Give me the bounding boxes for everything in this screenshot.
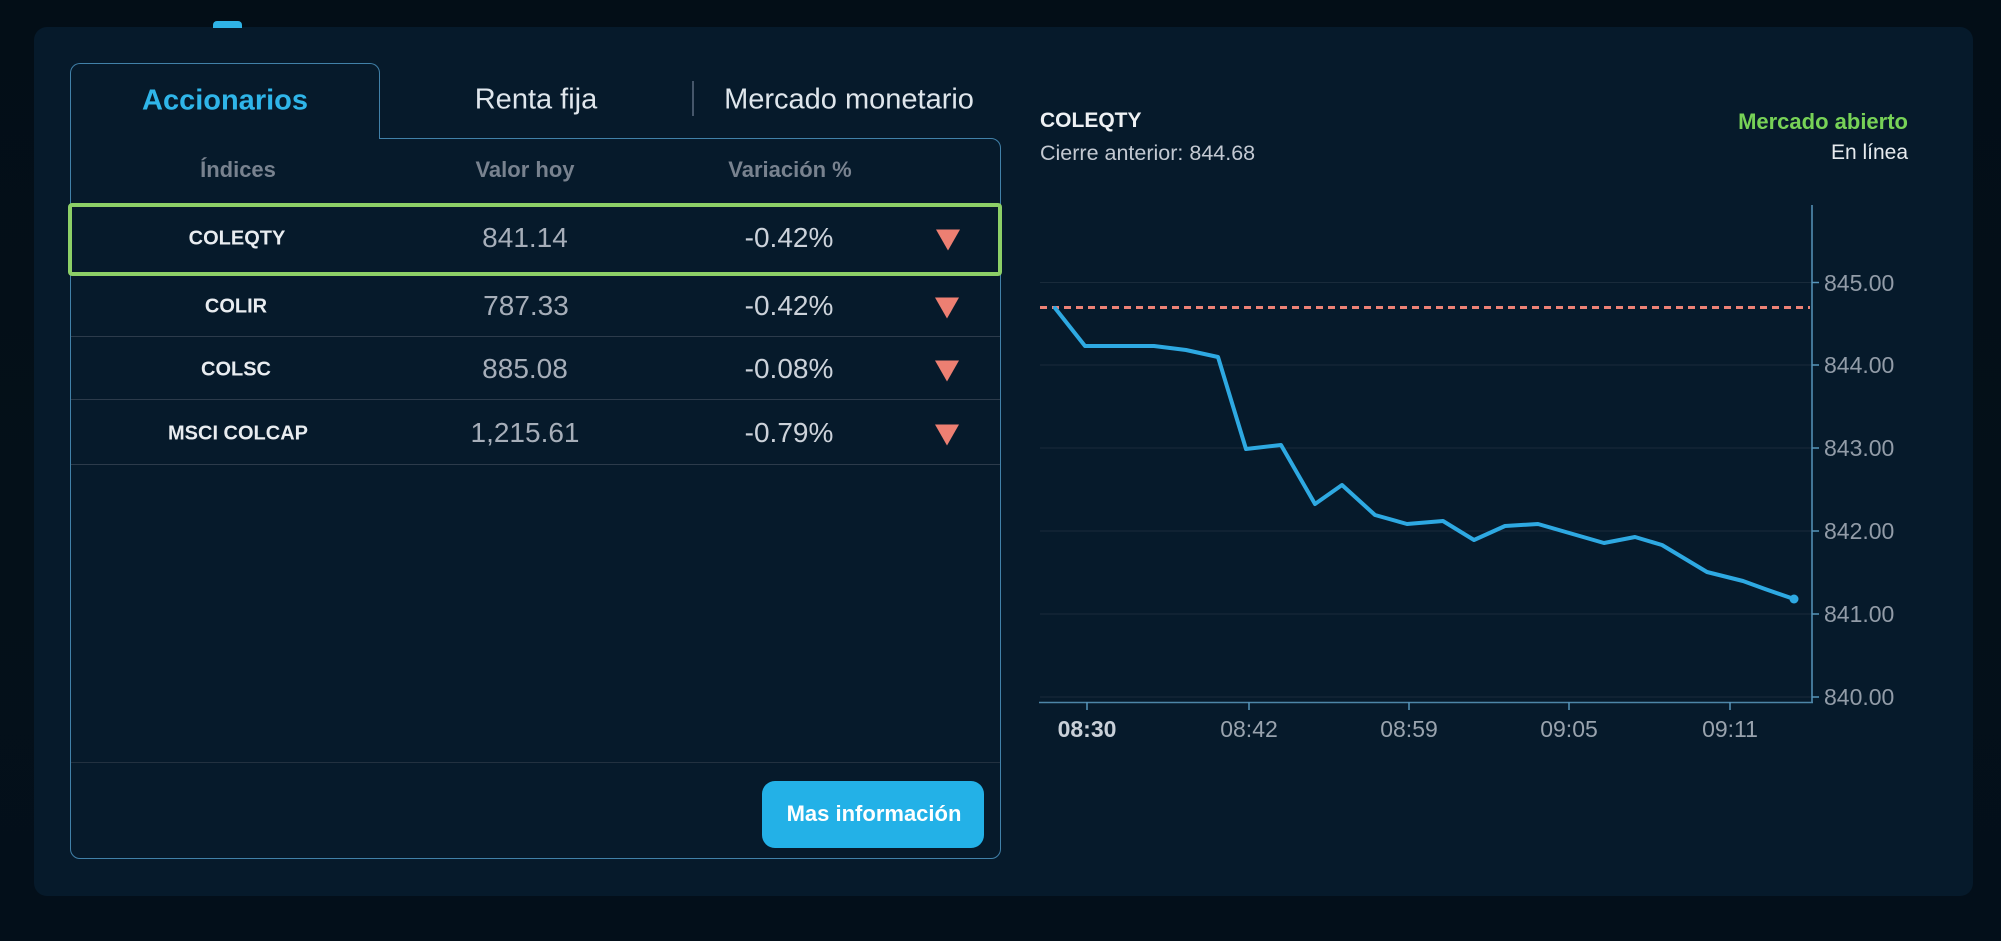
svg-text:841.00: 841.00 xyxy=(1824,601,1894,627)
svg-text:08:30: 08:30 xyxy=(1058,716,1117,742)
svg-text:845.00: 845.00 xyxy=(1824,270,1894,296)
svg-text:844.00: 844.00 xyxy=(1824,352,1894,378)
svg-text:09:11: 09:11 xyxy=(1702,716,1758,742)
svg-text:09:05: 09:05 xyxy=(1540,716,1598,742)
svg-text:08:59: 08:59 xyxy=(1380,716,1438,742)
svg-text:842.00: 842.00 xyxy=(1824,518,1894,544)
svg-text:843.00: 843.00 xyxy=(1824,435,1894,461)
svg-text:840.00: 840.00 xyxy=(1824,684,1894,710)
svg-text:08:42: 08:42 xyxy=(1220,716,1278,742)
